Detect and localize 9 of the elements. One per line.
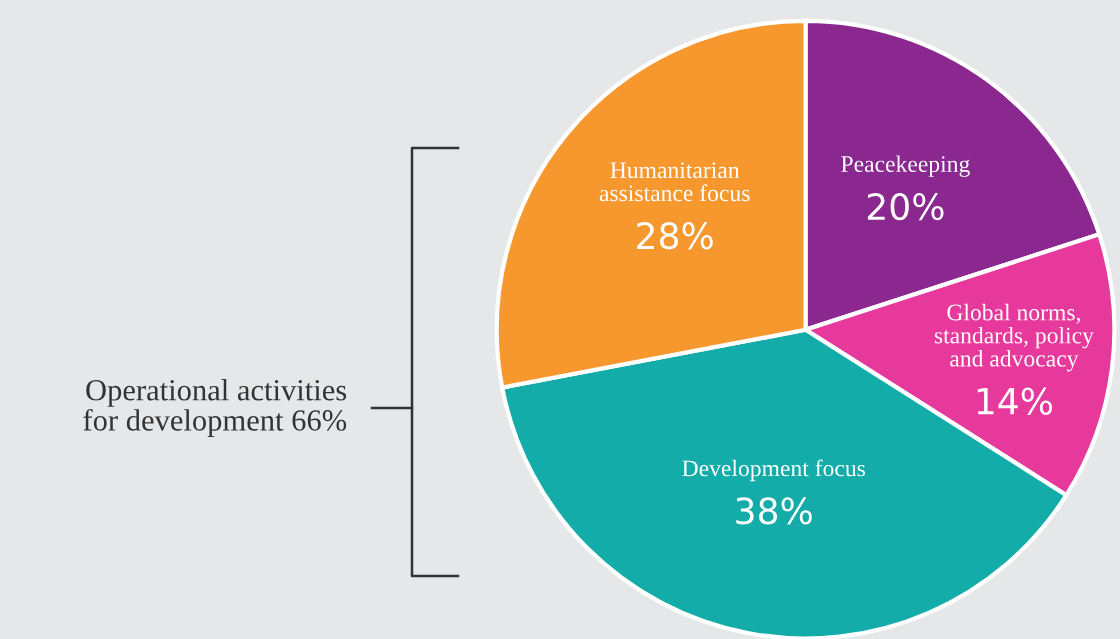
slice-label: Peacekeeping: [841, 155, 970, 177]
text: Operational activities for development 66%: [83, 379, 347, 437]
data-label: 14%: [977, 387, 1053, 415]
data-label: 38%: [736, 497, 812, 525]
slice-label: Global norms, standards, policy and advocacy: [934, 303, 1094, 372]
slice-label: Development focus: [682, 459, 865, 482]
data-label: 28%: [637, 222, 713, 250]
data-label: 20%: [867, 192, 944, 221]
slice-label: Humanitarian assistance focus: [599, 162, 750, 202]
